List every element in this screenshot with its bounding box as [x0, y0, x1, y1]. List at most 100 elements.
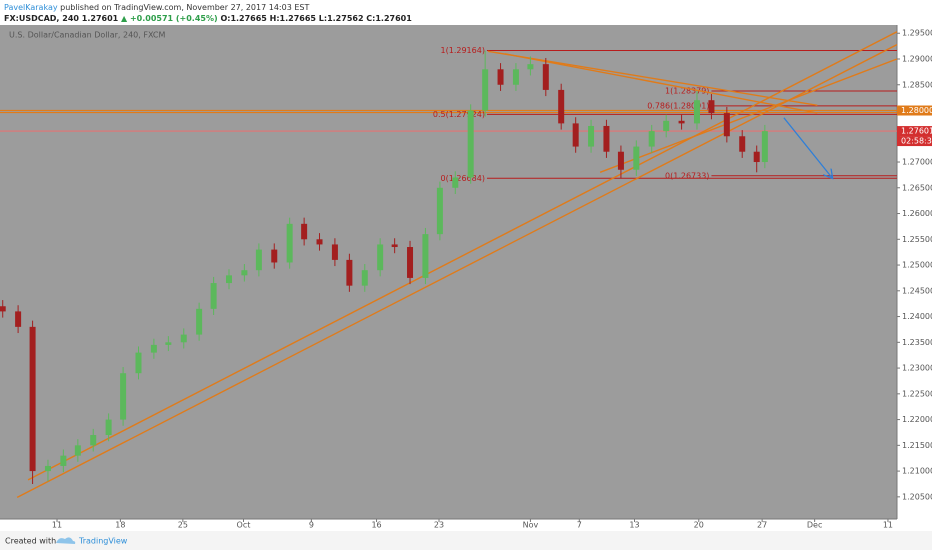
y-tick-label: 1.24500 [902, 286, 932, 295]
y-tick-label: 1.25000 [902, 261, 932, 270]
change: ▲ +0.00571 (+0.45%) [121, 14, 218, 23]
x-tick-label: 9 [309, 521, 314, 530]
candle-body [15, 311, 22, 327]
last: 1.27601 [82, 14, 119, 23]
candle-body [0, 306, 6, 312]
countdown: 02:58:38 [901, 137, 932, 146]
candle-body [210, 283, 217, 309]
candle-body [196, 308, 203, 335]
y-tick-label: 1.26000 [902, 209, 932, 218]
candle-body [482, 69, 489, 111]
candle-body [753, 151, 760, 163]
x-tick-label: 18 [115, 521, 125, 530]
footer-created: Created with [5, 537, 56, 546]
fib-label: 1(1.29164) [441, 46, 485, 55]
fib-label: 0(1.26733) [665, 171, 709, 180]
candle-body [603, 125, 610, 152]
y-tick-label: 1.21000 [902, 467, 932, 476]
y-tick-label: 1.29000 [902, 54, 932, 63]
y-tick-label: 1.25500 [902, 235, 932, 244]
y-tick-label: 1.29500 [902, 29, 932, 38]
footer [0, 531, 932, 550]
y-tick-label: 1.23500 [902, 338, 932, 347]
candle-body [286, 223, 293, 263]
candle-body [165, 342, 172, 345]
candle-body [301, 223, 308, 240]
candle-body [105, 419, 112, 436]
candle-body [572, 123, 579, 147]
candle-body [255, 249, 262, 271]
y-tick-label: 1.26500 [902, 183, 932, 192]
plot: 1.20500 1.21000 1.21500 1.22000 1.22500 1.230… [0, 29, 932, 530]
header-line-1: PavelKarakay published on TradingView.co… [4, 3, 309, 12]
candle-body [29, 326, 36, 472]
x-tick-label: Oct [237, 521, 251, 530]
y-tick-label: 1.28500 [902, 80, 932, 89]
fib-label: 0.786(1.28091) [647, 101, 709, 110]
x-tick-label: 20 [694, 521, 704, 530]
candle-body [44, 465, 51, 472]
candle-body [708, 100, 715, 114]
published: published on TradingView.com, November 2… [60, 3, 309, 12]
trendline [27, 31, 898, 481]
candle-body [452, 177, 459, 188]
candle-body [633, 146, 640, 170]
candle-body [391, 244, 398, 248]
candle-body [527, 64, 534, 70]
candle-body [331, 244, 338, 260]
countdown-box [897, 136, 932, 147]
arrow [783, 117, 832, 178]
header-line-2: FX:USDCAD, 240 1.27601 ▲ +0.00571 (+0.45… [4, 14, 412, 23]
candle-body [663, 120, 670, 132]
price-label: 1.28000 [901, 106, 932, 115]
symbol: FX:USDCAD, 240 [4, 14, 79, 23]
candle-body [150, 344, 157, 353]
candle-body [377, 244, 384, 271]
candle-body [588, 125, 595, 147]
candle-body [226, 275, 233, 284]
price-label-box [897, 126, 932, 137]
candle-body [407, 247, 414, 278]
trendline [504, 53, 818, 114]
candle-body [90, 435, 97, 446]
trendline [487, 50, 818, 107]
candle-body [761, 131, 768, 163]
x-tick-label: 27 [757, 521, 767, 530]
x-tick-label: 25 [178, 521, 188, 530]
candle-body [135, 352, 142, 374]
candle-body [74, 445, 81, 456]
candle-body [693, 100, 700, 124]
fib-label: 0.5(1.27924) [433, 110, 485, 119]
candle-body [512, 69, 519, 85]
candle-body [542, 64, 549, 90]
candle-body [241, 270, 248, 276]
y-tick-label: 1.21500 [902, 441, 932, 450]
x-tick-label: Dec [807, 521, 822, 530]
x-tick-label: 7 [577, 521, 582, 530]
trendline [599, 58, 898, 173]
candle-body [678, 120, 685, 124]
y-tick-label: 1.22500 [902, 389, 932, 398]
candle-body [180, 334, 187, 343]
y-tick-label: 1.20500 [902, 492, 932, 501]
footer-brand[interactable]: TradingView [78, 537, 128, 546]
candle-body [497, 69, 504, 85]
candle-body [558, 89, 565, 124]
author[interactable]: PavelKarakay [4, 3, 58, 12]
y-tick-label: 1.23000 [902, 364, 932, 373]
candle-body [60, 455, 67, 466]
x-tick-label: 11 [883, 521, 893, 530]
candle-body [271, 249, 278, 263]
x-tick-label: 16 [371, 521, 381, 530]
candle-body [467, 110, 474, 178]
y-tick-label: 1.27000 [902, 158, 932, 167]
candle-body [739, 136, 746, 152]
y-tick-label: 1.24000 [902, 312, 932, 321]
candle-body [316, 239, 323, 245]
y-tick-label: 1.22000 [902, 415, 932, 424]
price-label: 1.27601 [901, 127, 932, 136]
candle-body [422, 234, 429, 278]
candle-body [346, 259, 353, 286]
price-label-box [897, 105, 932, 116]
ohlc: O:1.27665 H:1.27665 L:1.27562 C:1.27601 [220, 14, 412, 23]
